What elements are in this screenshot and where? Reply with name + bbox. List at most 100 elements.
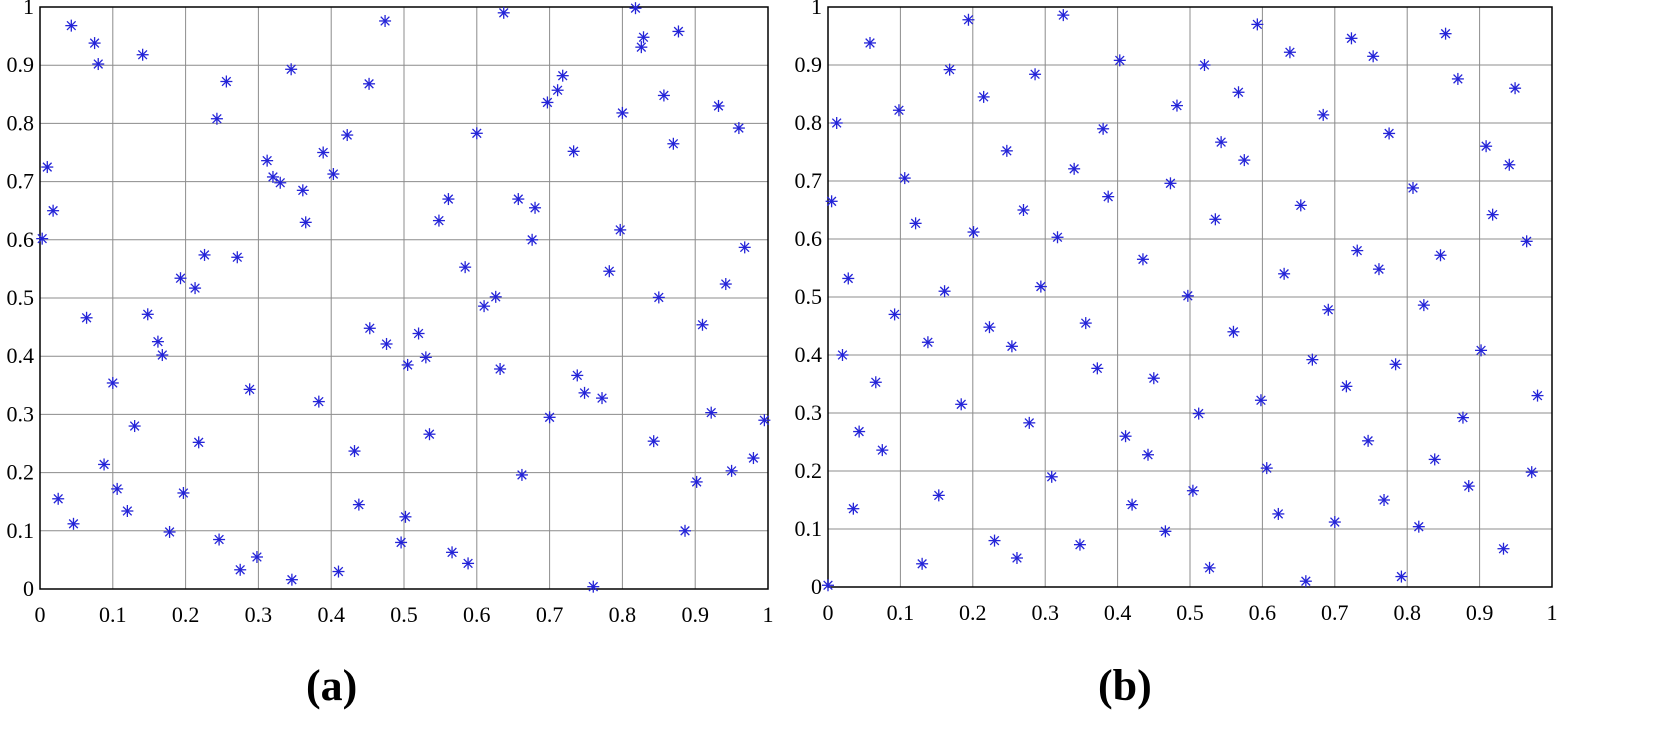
data-point bbox=[1362, 434, 1375, 447]
data-point bbox=[399, 510, 412, 523]
data-point bbox=[459, 261, 472, 274]
data-point bbox=[220, 75, 233, 88]
data-point bbox=[65, 19, 78, 32]
y-tick-label: 0.1 bbox=[7, 518, 35, 543]
data-point bbox=[151, 335, 164, 348]
y-tick-label: 0.3 bbox=[795, 400, 823, 425]
data-point bbox=[526, 233, 539, 246]
data-point bbox=[341, 129, 354, 142]
data-point bbox=[747, 452, 760, 465]
data-point bbox=[567, 145, 580, 158]
data-point bbox=[921, 336, 934, 349]
data-point bbox=[629, 2, 642, 15]
data-point bbox=[1181, 289, 1194, 302]
data-point bbox=[1428, 453, 1441, 466]
data-point bbox=[898, 172, 911, 185]
data-point bbox=[1345, 32, 1358, 45]
data-point bbox=[1451, 72, 1464, 85]
data-point bbox=[332, 565, 345, 578]
data-point bbox=[853, 425, 866, 438]
data-point bbox=[41, 161, 54, 174]
data-point bbox=[395, 536, 408, 549]
data-point bbox=[156, 349, 169, 362]
data-point bbox=[380, 337, 393, 350]
data-point bbox=[1251, 18, 1264, 31]
data-point bbox=[1299, 575, 1312, 588]
data-point bbox=[1254, 394, 1267, 407]
data-point bbox=[446, 546, 459, 559]
data-point bbox=[106, 376, 119, 389]
data-point bbox=[1005, 340, 1018, 353]
data-point bbox=[327, 168, 340, 181]
data-point bbox=[198, 248, 211, 261]
data-point bbox=[977, 90, 990, 103]
data-point bbox=[983, 321, 996, 334]
data-point bbox=[1503, 158, 1516, 171]
data-point bbox=[578, 386, 591, 399]
x-tick-label: 0.4 bbox=[1104, 600, 1132, 625]
data-point bbox=[1227, 325, 1240, 338]
data-point bbox=[1367, 50, 1380, 63]
data-point bbox=[1045, 470, 1058, 483]
data-point bbox=[1372, 263, 1385, 276]
data-point bbox=[363, 322, 376, 335]
data-point bbox=[234, 563, 247, 576]
data-point bbox=[1417, 299, 1430, 312]
data-point bbox=[141, 308, 154, 321]
y-tick-label: 0.9 bbox=[7, 52, 35, 77]
data-point bbox=[1209, 213, 1222, 226]
data-point bbox=[317, 146, 330, 159]
data-point bbox=[603, 265, 616, 278]
data-point bbox=[1434, 249, 1447, 262]
y-tick-label: 0.9 bbox=[795, 52, 823, 77]
data-point bbox=[210, 112, 223, 125]
data-point bbox=[36, 232, 49, 245]
data-point bbox=[1272, 507, 1285, 520]
data-point bbox=[189, 282, 202, 295]
y-tick-label: 0.4 bbox=[7, 343, 35, 368]
data-point bbox=[462, 557, 475, 570]
data-point bbox=[67, 517, 80, 530]
data-point bbox=[596, 392, 609, 405]
data-point bbox=[614, 223, 627, 236]
y-tick-label: 0.8 bbox=[795, 110, 823, 135]
data-point bbox=[1531, 389, 1544, 402]
data-point bbox=[1023, 416, 1036, 429]
data-point bbox=[938, 285, 951, 298]
y-tick-label: 0.5 bbox=[7, 285, 35, 310]
data-point bbox=[1283, 46, 1296, 59]
data-point bbox=[892, 104, 905, 117]
data-point bbox=[1079, 317, 1092, 330]
data-point bbox=[962, 13, 975, 26]
data-point bbox=[163, 525, 176, 538]
data-point bbox=[1102, 190, 1115, 203]
data-point bbox=[1147, 372, 1160, 385]
data-point bbox=[1456, 411, 1469, 424]
y-tick-label: 0 bbox=[811, 574, 822, 599]
data-point bbox=[705, 406, 718, 419]
data-point bbox=[529, 201, 542, 214]
data-point bbox=[379, 14, 392, 27]
data-point bbox=[515, 468, 528, 481]
data-point bbox=[1260, 462, 1273, 475]
x-tick-label: 0.8 bbox=[609, 602, 637, 627]
data-point bbox=[725, 464, 738, 477]
data-point bbox=[1389, 358, 1402, 371]
y-tick-label: 0 bbox=[23, 576, 34, 601]
y-tick-label: 0.6 bbox=[795, 226, 823, 251]
data-point bbox=[274, 176, 287, 189]
data-point bbox=[348, 445, 361, 458]
x-tick-label: 0.6 bbox=[463, 602, 491, 627]
data-point bbox=[1232, 86, 1245, 99]
data-point bbox=[1238, 154, 1251, 167]
data-point bbox=[616, 106, 629, 119]
data-point bbox=[231, 251, 244, 264]
data-point bbox=[836, 349, 849, 361]
x-tick-label: 0 bbox=[823, 600, 834, 625]
data-point bbox=[637, 31, 650, 44]
data-point bbox=[1186, 484, 1199, 497]
data-point bbox=[1395, 570, 1408, 583]
data-point bbox=[1192, 407, 1205, 420]
x-tick-label: 0.9 bbox=[681, 602, 709, 627]
data-point bbox=[512, 193, 525, 206]
